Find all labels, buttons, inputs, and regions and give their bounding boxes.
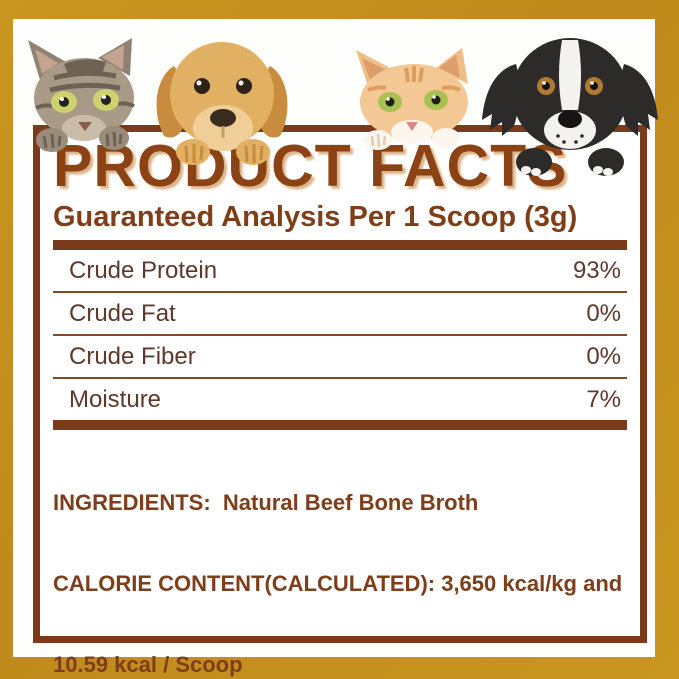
ingredients-line: INGREDIENTS: Natural Beef Bone Broth [53,490,479,515]
black-white-dog-photo [482,38,658,176]
analysis-table: Crude Protein 93% Crude Fat 0% Crude Fib… [53,250,627,420]
golden-retriever-photo [156,42,288,165]
facts-panel-content: PRODUCT FACTS Guaranteed Analysis Per 1 … [40,137,640,679]
analysis-value: 7% [586,385,621,413]
table-row: Crude Fat 0% [53,293,627,336]
divider-bar-middle [53,420,627,430]
analysis-value: 93% [572,256,621,284]
analysis-value: 0% [586,299,621,327]
tabby-cat-photo [28,38,135,152]
analysis-value: 0% [586,342,621,370]
ingredients-block: INGREDIENTS: Natural Beef Bone Broth CAL… [53,435,627,679]
analysis-name: Crude Fat [69,299,176,327]
orange-cat-photo [356,48,468,150]
analysis-name: Moisture [69,385,162,413]
facts-panel: PRODUCT FACTS Guaranteed Analysis Per 1 … [33,125,647,677]
table-row: Moisture 7% [53,379,627,420]
guaranteed-analysis-header: Guaranteed Analysis Per 1 Scoop (3g) [53,201,578,233]
calorie-line-1: CALORIE CONTENT(CALCULATED): 3,650 kcal/… [53,571,623,596]
page-title: PRODUCT FACTS [53,133,568,199]
label-card: PRODUCT FACTS Guaranteed Analysis Per 1 … [13,19,658,677]
calorie-line-2: 10.59 kcal / Scoop [53,652,243,677]
table-row: Crude Fiber 0% [53,336,627,379]
analysis-name: Crude Protein [69,256,218,284]
analysis-name: Crude Fiber [69,342,196,370]
divider-bar-top [53,240,627,250]
table-row: Crude Protein 93% [53,250,627,293]
